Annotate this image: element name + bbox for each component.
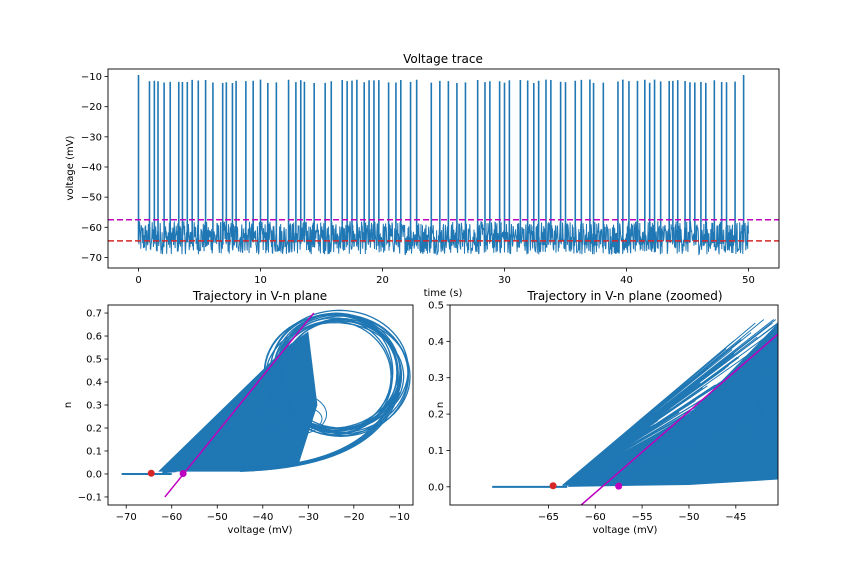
y-tick-label: −70 <box>81 253 102 264</box>
voltage-trace-ylabel: voltage (mV) <box>65 135 76 200</box>
y-tick-label: −0.1 <box>78 492 102 503</box>
vn-plane-frame <box>107 304 414 506</box>
y-tick-label: 0.4 <box>428 337 444 348</box>
x-tick-label: −30 <box>298 512 319 523</box>
fixed-point-marker <box>179 470 187 478</box>
y-tick-label: −20 <box>81 102 102 113</box>
vn-plane-zoomed-xlabel: voltage (mV) <box>593 525 658 536</box>
y-tick-label: 0.6 <box>86 332 102 343</box>
inner-loop <box>760 381 778 421</box>
x-tick-label: 50 <box>742 275 755 286</box>
trajectory-dense-region <box>158 331 318 472</box>
x-tick-label: 10 <box>254 275 267 286</box>
vn-plane-xlabel: voltage (mV) <box>228 525 293 536</box>
x-tick-label: −10 <box>389 512 410 523</box>
trajectory-dense-region <box>567 323 778 487</box>
y-tick-label: −40 <box>81 162 102 173</box>
inner-spiral <box>284 406 323 431</box>
vn-plane-ylabel: n <box>63 402 74 408</box>
y-tick-label: 0.3 <box>428 373 444 384</box>
limit-cycle-loop <box>275 312 398 434</box>
vn-plane-panel: Trajectory in V-n plane −70 −60 −50 −40 −30−… <box>63 289 414 536</box>
return-curve <box>239 391 400 472</box>
voltage-trace-plot-area <box>108 75 779 256</box>
y-tick-label: 0.5 <box>428 301 444 312</box>
vn-plane-zoomed-panel: Trajectory in V-n plane (zoomed) −65 −60−… <box>428 289 779 536</box>
y-tick-label: 0.1 <box>86 446 102 457</box>
fixed-point-marker <box>615 482 623 490</box>
voltage-noise-band <box>138 221 749 256</box>
x-tick-label: −60 <box>585 512 606 523</box>
voltage-trace-xlabel: time (s) <box>424 288 463 299</box>
y-tick-label: 0.4 <box>86 378 102 389</box>
return-curve <box>239 387 400 471</box>
trajectory-upper-edge <box>613 332 778 485</box>
y-tick-label: −50 <box>81 193 102 204</box>
vn-plane-zoomed-ylabel: n <box>435 402 446 408</box>
fixed-point-marker <box>549 482 557 490</box>
x-tick-label: −50 <box>678 512 699 523</box>
y-tick-label: −10 <box>81 72 102 83</box>
y-tick-label: 0.7 <box>86 309 102 320</box>
y-tick-label: −30 <box>81 132 102 143</box>
limit-cycle-loop <box>273 320 392 433</box>
return-curve <box>239 381 400 469</box>
fixed-point-marker <box>147 469 155 477</box>
x-tick-label: −40 <box>252 512 273 523</box>
x-tick-label: −50 <box>207 512 228 523</box>
y-tick-label: 0.2 <box>86 423 102 434</box>
vn-plane-zoomed-plot-area <box>492 319 778 505</box>
vn-plane-zoomed-ticks: −65 −60 −55 −50 −45 0.0 0.1 0.2 0.3 0.4 0.5 <box>428 301 746 524</box>
x-tick-label: −20 <box>343 512 364 523</box>
x-tick-label: −45 <box>725 512 746 523</box>
nullcline-line <box>580 333 778 505</box>
y-tick-label: −60 <box>81 223 102 234</box>
vn-plane-plot-area <box>121 309 411 498</box>
y-tick-label: 0.2 <box>428 410 444 421</box>
voltage-trace-panel: Voltage trace 0 10 20 30 40 50 −70 −60 −50 −40 −30… <box>65 52 780 299</box>
x-tick-label: −55 <box>632 512 653 523</box>
vn-plane-zoomed-title: Trajectory in V-n plane (zoomed) <box>526 289 722 303</box>
y-tick-label: 0.3 <box>86 401 102 412</box>
x-tick-label: 30 <box>498 275 511 286</box>
y-tick-label: 0.0 <box>86 469 102 480</box>
voltage-trace-ticks: 0 10 20 30 40 50 −70 −60 −50 −40 −30 −20 −10 <box>81 72 755 286</box>
limit-cycle-loop <box>283 317 399 437</box>
vn-plane-zoomed-frame <box>449 304 779 506</box>
vn-plane-title: Trajectory in V-n plane <box>192 289 327 303</box>
inner-loop <box>759 392 778 437</box>
x-tick-label: −70 <box>116 512 137 523</box>
voltage-trace-frame <box>107 68 780 269</box>
trajectory-fan <box>562 319 778 486</box>
y-tick-label: 0.1 <box>428 446 444 457</box>
x-tick-label: −65 <box>538 512 559 523</box>
x-tick-label: 20 <box>376 275 389 286</box>
x-tick-label: −60 <box>161 512 182 523</box>
inner-spiral <box>262 392 327 436</box>
nullcline-line <box>164 312 315 498</box>
vn-plane-ticks: −70 −60 −50 −40 −30 −20 −10 −0.1 0.0 0.1 0.2 0.3 0.4… <box>78 309 410 523</box>
y-tick-label: 0.0 <box>428 482 444 493</box>
x-tick-label: 0 <box>135 275 141 286</box>
inner-loop <box>755 401 778 440</box>
voltage-trace-title: Voltage trace <box>403 52 483 66</box>
y-tick-label: 0.5 <box>86 355 102 366</box>
x-tick-label: 40 <box>620 275 633 286</box>
